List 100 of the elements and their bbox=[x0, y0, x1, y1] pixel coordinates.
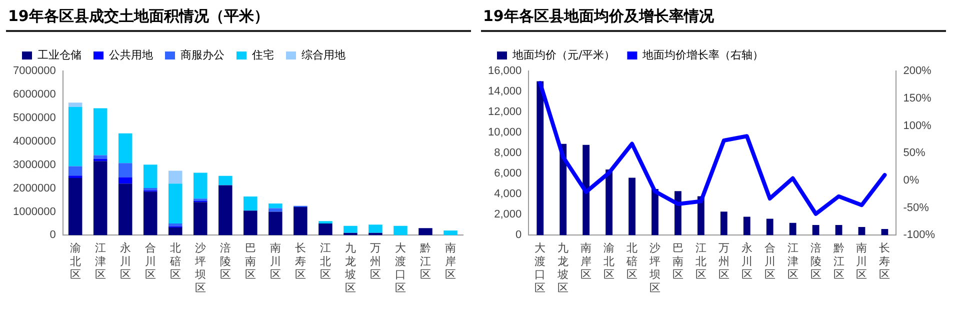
bar bbox=[244, 196, 258, 211]
x-tick-label: 江津区 bbox=[94, 242, 106, 282]
bar bbox=[606, 170, 612, 236]
x-tick-label: 涪陵区 bbox=[220, 242, 231, 282]
x-tick-label: 南川区 bbox=[856, 242, 868, 282]
bar bbox=[168, 170, 182, 184]
legend-label: 住宅 bbox=[252, 48, 274, 62]
bar bbox=[858, 226, 866, 236]
bar bbox=[68, 106, 82, 166]
y-tick-label: 0 bbox=[516, 229, 522, 242]
bar bbox=[143, 164, 158, 188]
x-tick-label: 合川区 bbox=[144, 242, 156, 282]
legend-label: 商服办公 bbox=[180, 48, 224, 62]
chart-title: 19年各区县成交土地面积情况（平米） bbox=[6, 4, 471, 32]
x-tick-label: 南岸区 bbox=[444, 242, 456, 282]
bar bbox=[168, 227, 182, 236]
legend-label: 地面均价（元/平米） bbox=[512, 48, 616, 62]
y-tick-label: 3000000 bbox=[12, 158, 56, 171]
bar bbox=[268, 204, 282, 208]
y-tick-label: 6000000 bbox=[12, 88, 56, 100]
bar bbox=[93, 108, 108, 156]
bar bbox=[368, 224, 382, 233]
x-tick-label: 大渡口区 bbox=[534, 242, 546, 294]
x-tick-label: 渝北区 bbox=[70, 242, 81, 282]
bar bbox=[743, 216, 750, 236]
bar bbox=[168, 184, 182, 224]
y-tick-label: 16,000 bbox=[488, 65, 522, 78]
y-tick-label: 2000000 bbox=[12, 182, 56, 194]
y-tick-label: 4000000 bbox=[12, 135, 56, 148]
legend-label: 工业仓储 bbox=[38, 48, 82, 62]
x-tick-label: 永川区 bbox=[741, 242, 752, 282]
bar bbox=[244, 210, 258, 236]
bar bbox=[118, 133, 132, 164]
x-tick-label: 北碚区 bbox=[168, 242, 181, 282]
x-tick-label: 沙坪坝区 bbox=[194, 242, 206, 294]
bar bbox=[118, 177, 132, 184]
bar bbox=[418, 228, 432, 236]
bar bbox=[835, 224, 842, 236]
y-tick-label: 1000000 bbox=[12, 206, 56, 218]
bar bbox=[93, 161, 108, 236]
chart-title: 19年各区县地面均价及增长率情况 bbox=[481, 4, 946, 32]
x-tick-label: 涪陵区 bbox=[810, 242, 822, 282]
bar bbox=[652, 189, 658, 236]
x-tick-label: 长寿区 bbox=[879, 242, 890, 282]
y2-tick-label: -50% bbox=[903, 202, 930, 214]
bar bbox=[766, 218, 774, 236]
bar bbox=[194, 202, 208, 236]
x-tick-label: 大渡口区 bbox=[394, 242, 406, 294]
y2-tick-label: 100% bbox=[903, 120, 932, 132]
x-tick-label: 万州区 bbox=[370, 242, 381, 282]
bar bbox=[394, 226, 408, 236]
x-tick-label: 南川区 bbox=[270, 242, 281, 282]
bar bbox=[812, 224, 820, 236]
y-tick-label: 14,000 bbox=[488, 86, 522, 98]
legend-label: 综合用地 bbox=[302, 48, 346, 62]
x-tick-label: 九龙坡区 bbox=[556, 242, 569, 294]
bar bbox=[68, 178, 82, 236]
legend-label: 地面均价增长率（右轴） bbox=[642, 48, 764, 62]
y2-tick-label: 150% bbox=[903, 92, 932, 104]
x-tick-label: 北碚区 bbox=[626, 242, 638, 282]
bar bbox=[68, 166, 82, 176]
x-tick-label: 合川区 bbox=[764, 242, 776, 282]
x-tick-label: 万州区 bbox=[718, 242, 730, 282]
y-tick-label: 4,000 bbox=[494, 188, 522, 200]
bar bbox=[881, 229, 888, 236]
bar bbox=[143, 192, 158, 236]
legend-label: 公共用地 bbox=[109, 48, 153, 62]
bar bbox=[93, 158, 108, 162]
x-tick-label: 渝北区 bbox=[604, 242, 615, 282]
y-tick-label: 12,000 bbox=[488, 106, 522, 118]
bar bbox=[194, 172, 208, 199]
y-tick-label: 5000000 bbox=[12, 112, 56, 124]
x-tick-label: 江北区 bbox=[695, 242, 706, 282]
y2-tick-label: 50% bbox=[903, 147, 926, 160]
x-tick-label: 江津区 bbox=[787, 242, 798, 282]
y-tick-label: 0 bbox=[50, 229, 56, 242]
bar bbox=[118, 184, 132, 236]
bar bbox=[318, 223, 332, 236]
y-tick-label: 7000000 bbox=[12, 65, 56, 78]
bar bbox=[536, 81, 544, 236]
bar bbox=[294, 207, 308, 236]
bar bbox=[268, 208, 282, 212]
y2-tick-label: 200% bbox=[903, 65, 932, 78]
bar bbox=[628, 178, 636, 236]
x-tick-label: 永川区 bbox=[120, 242, 131, 282]
bar bbox=[789, 222, 796, 236]
bar bbox=[444, 230, 458, 236]
y-tick-label: 2,000 bbox=[494, 208, 522, 221]
bar bbox=[168, 223, 182, 226]
x-tick-label: 黔江区 bbox=[832, 242, 844, 282]
x-tick-label: 黔江区 bbox=[418, 242, 431, 282]
y-tick-label: 8,000 bbox=[494, 147, 522, 160]
x-tick-label: 江北区 bbox=[320, 242, 331, 282]
x-tick-label: 长寿区 bbox=[294, 242, 306, 282]
x-tick-label: 九龙坡区 bbox=[344, 242, 356, 294]
x-tick-label: 南岸区 bbox=[580, 242, 592, 282]
x-tick-label: 巴南区 bbox=[244, 242, 256, 282]
bar bbox=[344, 226, 358, 233]
y-tick-label: 6,000 bbox=[494, 168, 522, 180]
y2-tick-label: 0% bbox=[903, 174, 920, 186]
